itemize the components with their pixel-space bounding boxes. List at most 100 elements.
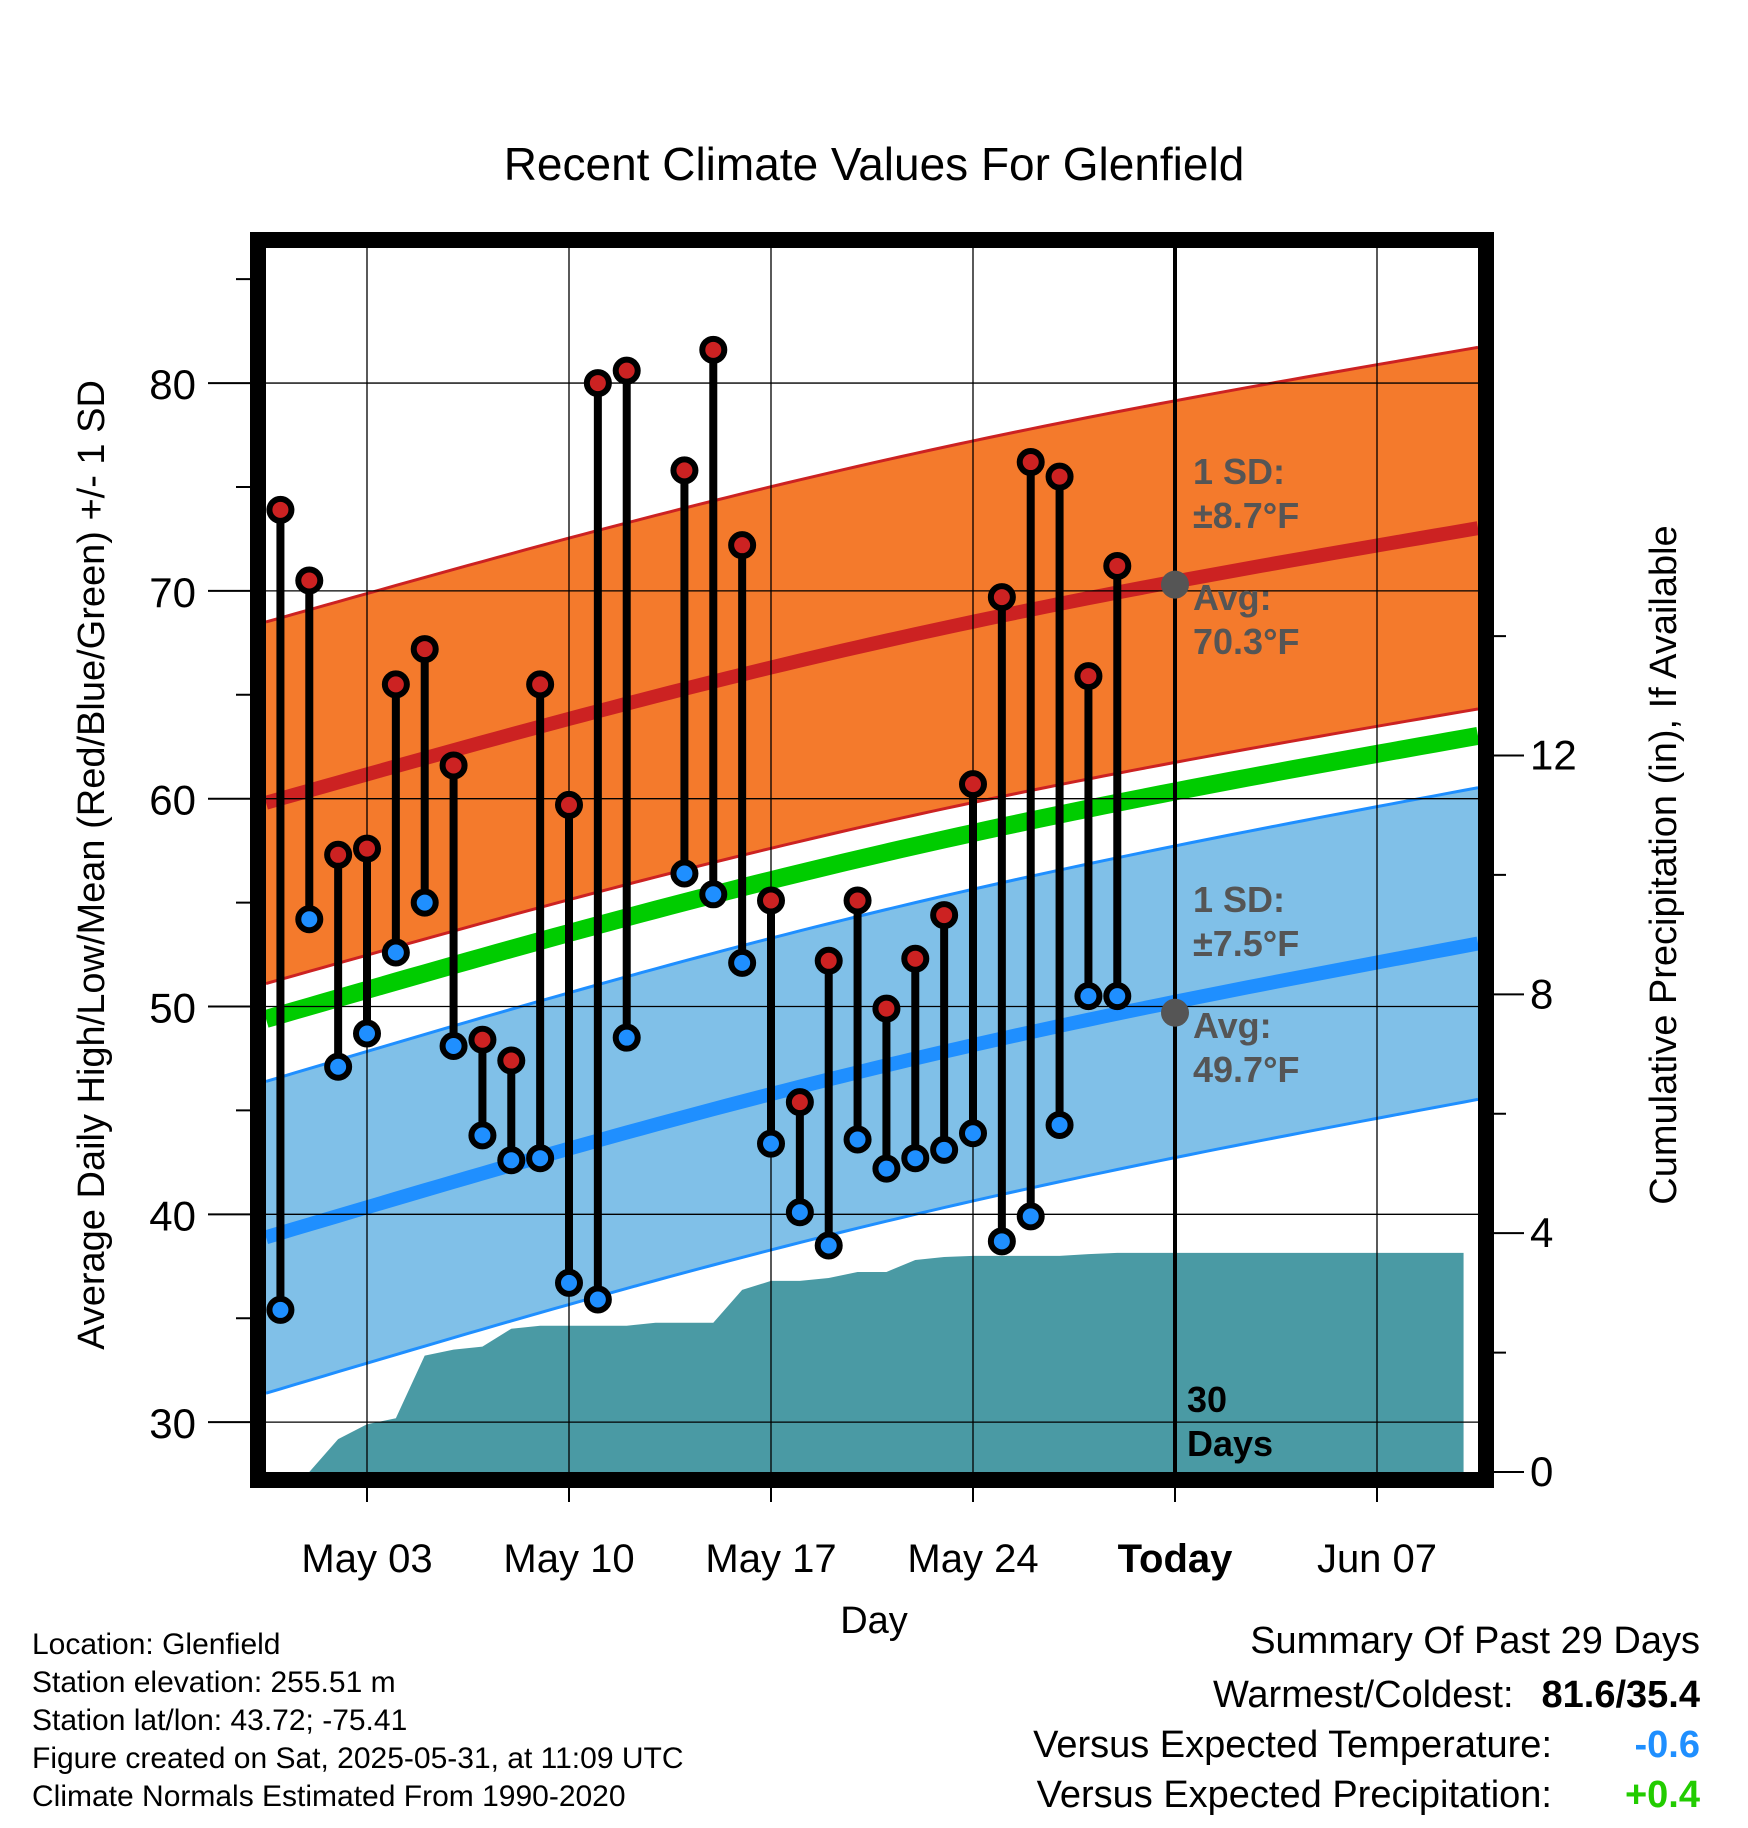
- daily-high-point: [497, 1046, 526, 1075]
- daily-low-point: [381, 938, 410, 967]
- daily-high-point: [526, 670, 555, 699]
- x-tick-label: Today: [1118, 1537, 1234, 1581]
- daily-low-point: [583, 1285, 612, 1314]
- today-normal-low-marker: [1161, 998, 1189, 1027]
- x-tick-label: May 17: [705, 1537, 836, 1581]
- daily-low-point: [497, 1146, 526, 1175]
- plot-inner: [266, 248, 1478, 1472]
- info-normals: Climate Normals Estimated From 1990-2020: [32, 1780, 626, 1813]
- daily-low-point: [295, 905, 324, 934]
- high-sd-band-upper-edge: [266, 345, 1478, 624]
- low-sd-band-lower-edge: [266, 1097, 1478, 1395]
- daily-low-point: [1045, 1110, 1074, 1139]
- daily-low-point: [468, 1121, 497, 1150]
- daily-high-point: [872, 994, 901, 1023]
- x-axis-label: Day: [840, 1600, 908, 1642]
- daily-high-point: [468, 1025, 497, 1054]
- daily-high-point: [324, 840, 353, 869]
- y-right-tick-label: 0: [1530, 1448, 1553, 1495]
- normal-high-line: [266, 521, 1478, 810]
- info-location: Location: Glenfield: [32, 1628, 281, 1661]
- annotation-high-avg-title: Avg:: [1193, 577, 1272, 618]
- y-right-tick-label: 4: [1530, 1209, 1553, 1256]
- daily-low-point: [555, 1268, 583, 1297]
- daily-low-point: [324, 1052, 353, 1081]
- daily-low-point: [1074, 982, 1103, 1011]
- daily-high-point: [1103, 551, 1132, 580]
- daily-high-point: [295, 566, 324, 595]
- daily-low-point: [699, 880, 728, 909]
- annotation-low-avg-title: Avg:: [1193, 1005, 1272, 1046]
- daily-high-point: [930, 901, 959, 930]
- daily-high-point: [266, 495, 295, 524]
- x-tick-label: May 10: [503, 1537, 634, 1581]
- y-left-tick-label: 70: [149, 569, 196, 616]
- normal-low-line: [266, 936, 1478, 1245]
- today-days-label: 30: [1187, 1379, 1227, 1420]
- daily-low-point: [353, 1019, 381, 1048]
- annotation-high-sd-title: 1 SD:: [1193, 451, 1285, 492]
- daily-low-point: [843, 1125, 872, 1154]
- daily-high-point: [555, 790, 583, 819]
- daily-low-point: [959, 1119, 987, 1148]
- daily-low-point: [410, 888, 439, 917]
- daily-high-point: [612, 356, 641, 385]
- daily-high-point: [901, 944, 930, 973]
- daily-low-point: [728, 948, 757, 977]
- info-elevation: Station elevation: 255.51 m: [32, 1666, 396, 1699]
- daily-low-point: [439, 1031, 468, 1060]
- annotation-low-sd-title: 1 SD:: [1193, 879, 1285, 920]
- daily-high-point: [1074, 662, 1103, 691]
- info-latlon: Station lat/lon: 43.72; -75.41: [32, 1704, 408, 1737]
- annotation-low-avg-value: 49.7°F: [1193, 1049, 1299, 1090]
- x-tick-label: May 03: [301, 1537, 432, 1581]
- annotation-high-sd-value: ±8.7°F: [1193, 495, 1299, 536]
- daily-high-point: [757, 886, 785, 915]
- y-right-tick-label: 8: [1530, 970, 1553, 1017]
- y-left-tick-label: 80: [149, 361, 196, 408]
- daily-low-point: [901, 1144, 930, 1173]
- summary-temp-label: Versus Expected Temperature:: [1033, 1724, 1552, 1766]
- annotation-low-sd-value: ±7.5°F: [1193, 923, 1299, 964]
- today-days-label: Days: [1187, 1423, 1273, 1464]
- daily-high-point: [843, 886, 872, 915]
- daily-low-point: [1016, 1202, 1045, 1231]
- daily-high-point: [699, 335, 728, 364]
- daily-low-point: [1103, 982, 1132, 1011]
- summary-title-text: Summary Of Past 29 Days: [1250, 1620, 1700, 1662]
- summary-temp-value: -0.6: [1634, 1724, 1700, 1766]
- daily-low-point: [785, 1198, 814, 1227]
- y-axis-left-label: Average Daily High/Low/Mean (Red/Blue/Gr…: [71, 380, 113, 1350]
- x-tick-label: Jun 07: [1317, 1537, 1437, 1581]
- daily-low-point: [526, 1144, 555, 1173]
- daily-high-point: [381, 670, 410, 699]
- daily-high-point: [959, 770, 987, 799]
- y-left-tick-label: 40: [149, 1192, 196, 1239]
- y-left-tick-label: 50: [149, 985, 196, 1032]
- y-axis-right-label: Cumulative Precipitation (in), If Availa…: [1643, 525, 1685, 1204]
- daily-low-point: [757, 1129, 785, 1158]
- y-left-tick-label: 30: [149, 1400, 196, 1447]
- daily-low-point: [987, 1227, 1016, 1256]
- daily-high-point: [410, 635, 439, 664]
- station-info: Location: Glenfield Station elevation: 2…: [32, 1626, 684, 1816]
- daily-high-point: [583, 369, 612, 398]
- daily-low-point: [612, 1023, 641, 1052]
- chart-title: Recent Climate Values For Glenfield: [504, 138, 1245, 190]
- summary-precip-row: Versus Expected Precipitation: +0.4: [1037, 1774, 1700, 1817]
- low-sd-band-upper-edge: [266, 786, 1478, 1083]
- high-sd-band-lower-edge: [266, 707, 1478, 985]
- daily-high-point: [1016, 448, 1045, 477]
- daily-high-point: [987, 583, 1016, 612]
- summary-warmest-row: Warmest/Coldest: 81.6/35.4: [1213, 1674, 1700, 1717]
- daily-high-point: [439, 751, 468, 780]
- summary-precip-label: Versus Expected Precipitation:: [1036, 1774, 1552, 1816]
- daily-low-point: [670, 859, 699, 888]
- daily-low-point: [814, 1231, 843, 1260]
- summary-title: Summary Of Past 29 Days: [1250, 1620, 1700, 1663]
- daily-high-point: [785, 1088, 814, 1117]
- normal-mean-line: [266, 726, 1478, 1028]
- y-right-tick-label: 12: [1530, 732, 1577, 779]
